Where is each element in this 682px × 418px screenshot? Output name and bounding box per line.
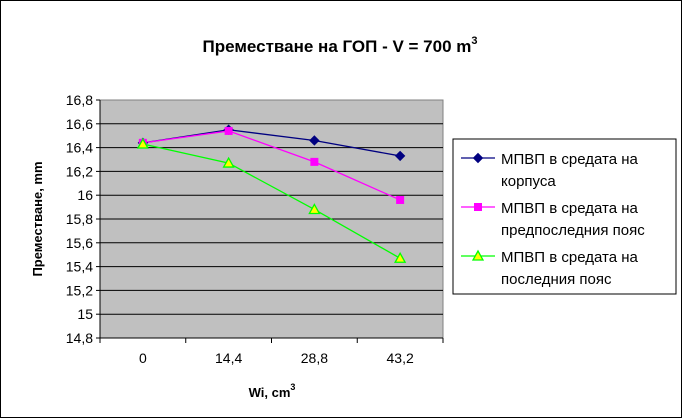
data-point <box>396 195 405 204</box>
y-tick-label: 15,8 <box>66 211 93 227</box>
gridlines <box>100 123 443 315</box>
legend-label: корпуса <box>501 173 556 190</box>
x-axis-label: Wi, cm3 <box>249 382 296 400</box>
data-point <box>136 137 149 149</box>
legend <box>452 138 677 295</box>
y-tick-label: 15,6 <box>66 235 93 251</box>
data-point <box>471 249 485 261</box>
data-point <box>310 157 319 166</box>
y-tick-label: 15,4 <box>66 259 93 275</box>
data-point <box>224 126 233 135</box>
data-point <box>474 203 482 211</box>
data-point <box>472 152 484 164</box>
x-tick-label: 28,8 <box>301 350 328 366</box>
data-point <box>308 203 321 215</box>
series-line <box>142 130 401 201</box>
y-tick-label: 16,4 <box>66 140 93 156</box>
legend-label: МПВП в средата на <box>501 151 638 168</box>
y-tick-label: 16,8 <box>66 92 93 108</box>
legend-label: МПВП в средата на <box>501 200 638 217</box>
data-point <box>222 156 235 168</box>
x-tick-label: 43,2 <box>387 350 414 366</box>
y-tick-label: 15,2 <box>66 282 93 298</box>
legend-label: последния пояс <box>501 271 612 288</box>
series-line <box>142 143 401 259</box>
data-point <box>394 251 407 263</box>
data-point <box>309 135 320 146</box>
x-axis-ticks: 0 14,4 28,8 43,2 <box>99 337 444 366</box>
data-point <box>394 150 406 162</box>
x-tick-label: 14,4 <box>215 350 242 366</box>
chart-title: Преместване на ГОП - V = 700 m3 <box>203 35 478 56</box>
x-tick-label: 0 <box>139 350 147 366</box>
y-tick-label: 16 <box>77 187 93 203</box>
y-axis-ticks: 14,8 15 15,2 15,4 15,6 15,8 16 16,2 16,4 16,6 16,8 <box>66 92 101 346</box>
series-layer <box>136 124 407 263</box>
y-tick-label: 16,2 <box>66 163 93 179</box>
y-tick-label: 14,8 <box>66 330 93 346</box>
y-axis-label: Преместване, mm <box>30 161 45 276</box>
y-tick-label: 16,6 <box>66 116 93 132</box>
legend-label: предпоследния пояс <box>501 222 645 239</box>
y-tick-label: 15 <box>77 306 93 322</box>
legend-label: МПВП в средата на <box>501 249 638 266</box>
legend-items: МПВП в средата на корпуса МПВП в средата н… <box>461 151 645 288</box>
